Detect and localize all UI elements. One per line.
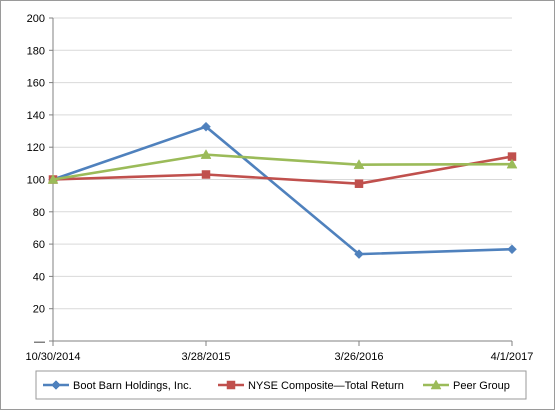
y-tick-label: 100 bbox=[27, 175, 45, 187]
data-point bbox=[353, 159, 365, 169]
legend-swatch-marker bbox=[51, 380, 61, 390]
y-tick-label: 60 bbox=[33, 239, 45, 251]
data-point bbox=[201, 121, 211, 132]
x-tick-label: 3/28/2015 bbox=[182, 351, 231, 363]
axes: — 20 40 60 80 100 120 140 160 180 200 10/30/2014 3/2… bbox=[25, 13, 533, 363]
data-point bbox=[47, 173, 59, 184]
legend-label: Peer Group bbox=[453, 380, 510, 392]
legend-swatch-marker bbox=[430, 379, 442, 390]
y-tick-label: 180 bbox=[27, 45, 45, 57]
series-1 bbox=[48, 121, 517, 259]
x-tick-label: 4/1/2017 bbox=[491, 351, 534, 363]
x-tick-label: 10/30/2014 bbox=[25, 351, 80, 363]
x-tick-label: 3/26/2016 bbox=[335, 351, 384, 363]
legend-label: NYSE Composite—Total Return bbox=[248, 380, 404, 392]
y-tick-label: 120 bbox=[27, 142, 45, 154]
series-line bbox=[51, 155, 514, 185]
series-line bbox=[51, 153, 514, 181]
legend-entry-1: Boot Barn Holdings, Inc. bbox=[43, 380, 192, 392]
legend-label: Boot Barn Holdings, Inc. bbox=[73, 380, 192, 392]
y-tick-label: 40 bbox=[33, 271, 45, 283]
data-point bbox=[354, 249, 364, 259]
series-line bbox=[51, 125, 514, 256]
data-point bbox=[506, 158, 518, 169]
data-point bbox=[354, 179, 364, 188]
y-tick-label: 200 bbox=[27, 13, 45, 25]
y-tick-label: 140 bbox=[27, 110, 45, 122]
data-point bbox=[201, 170, 211, 179]
legend-entry-2: NYSE Composite—Total Return bbox=[218, 380, 404, 392]
legend-entry-3: Peer Group bbox=[423, 379, 510, 392]
data-point bbox=[507, 244, 517, 255]
series-lines bbox=[47, 121, 518, 259]
legend: Boot Barn Holdings, Inc. NYSE Composite—T… bbox=[35, 370, 527, 400]
y-tick-label: 80 bbox=[33, 207, 45, 219]
y-tick-label: 20 bbox=[33, 304, 45, 316]
y-tick-label: 160 bbox=[27, 78, 45, 90]
data-point bbox=[200, 149, 212, 159]
legend-swatch-marker bbox=[226, 380, 236, 390]
y-tick-label: — bbox=[34, 336, 45, 348]
series-3 bbox=[47, 149, 518, 184]
